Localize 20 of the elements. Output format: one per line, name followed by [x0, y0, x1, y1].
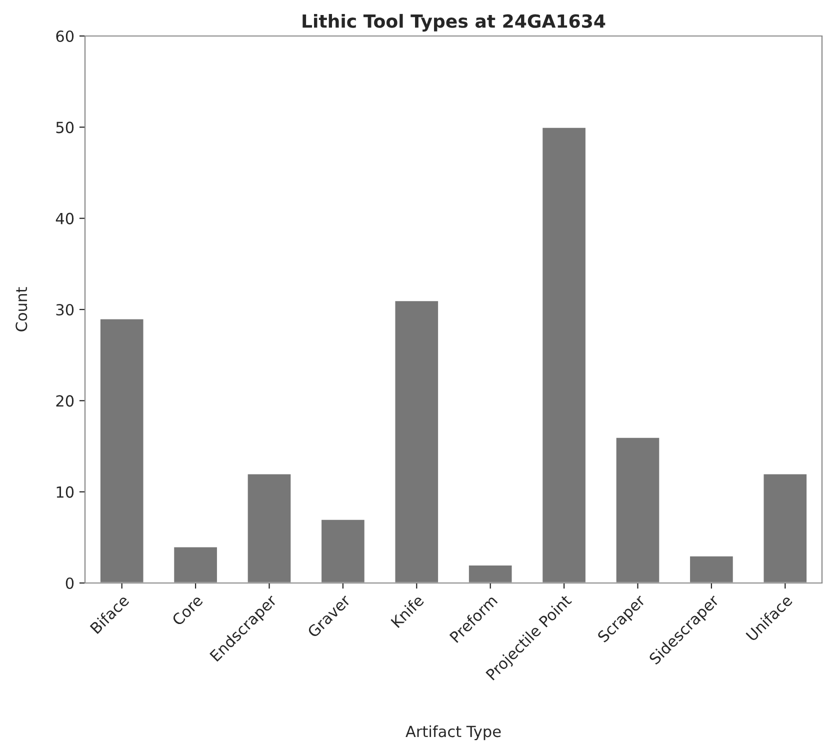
bar [246, 472, 292, 583]
y-tick-label: 40 [56, 212, 74, 224]
bar [394, 300, 440, 583]
y-tick-label: 60 [56, 30, 74, 42]
y-tick-label: 10 [56, 486, 74, 498]
bar [541, 126, 587, 583]
chart-title: Lithic Tool Types at 24GA1634 [302, 14, 606, 32]
bar [614, 436, 661, 583]
bar [468, 564, 514, 583]
bar [99, 318, 145, 583]
y-tick-label: 20 [56, 395, 74, 407]
bar [762, 472, 808, 583]
bar [688, 554, 734, 583]
y-tick-label: 30 [56, 304, 74, 316]
y-tick-label: 0 [66, 577, 74, 590]
y-tick-label: 50 [56, 122, 74, 134]
y-axis-title: Count [16, 287, 28, 332]
bar [320, 518, 366, 583]
x-axis-title: Artifact Type [406, 725, 501, 740]
bar [172, 546, 218, 583]
